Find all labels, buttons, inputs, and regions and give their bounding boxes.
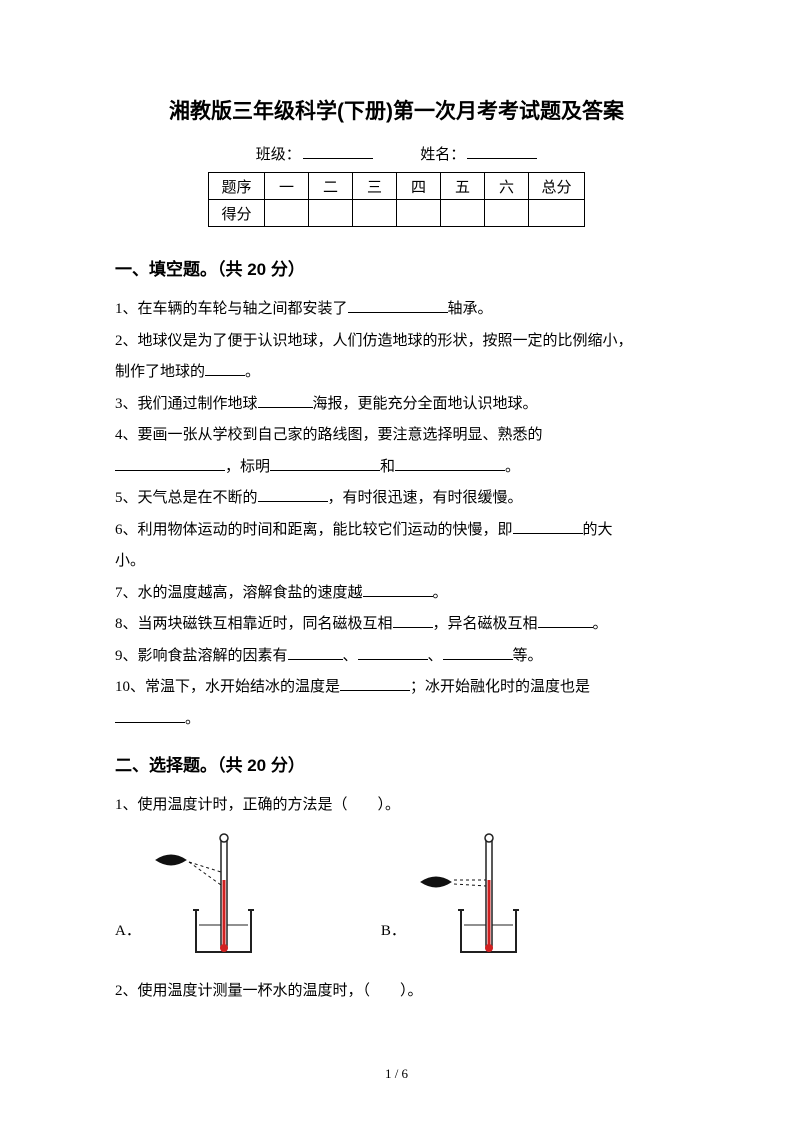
q9c: 、 — [428, 648, 443, 664]
q1b: 轴承。 — [448, 301, 493, 317]
s2q1: 1、使用温度计时，正确的方法是（ ）。 — [115, 790, 678, 822]
table-row: 得分 — [209, 200, 585, 227]
th-2: 二 — [309, 173, 353, 200]
blank — [513, 533, 583, 534]
q1a: 1、在车辆的车轮与轴之间都安装了 — [115, 301, 348, 317]
q4d: 。 — [505, 459, 520, 475]
q4-l2: ，标明 和 。 — [115, 452, 678, 484]
blank — [115, 470, 225, 471]
q3b: 海报，更能充分全面地认识地球。 — [313, 396, 538, 412]
blank — [363, 596, 433, 597]
class-blank — [303, 158, 373, 159]
q9a: 9、影响食盐溶解的因素有 — [115, 648, 288, 664]
q2-l2: 制作了地球的 。 — [115, 357, 678, 389]
q10b: ；冰开始融化时的温度也是 — [410, 679, 590, 695]
td-4 — [397, 200, 441, 227]
blank — [288, 659, 343, 660]
td-total — [529, 200, 585, 227]
class-label: 班级： — [256, 147, 301, 163]
q2a: 2、地球仪是为了便于认识地球，人们仿造地球的形状，按照一定的比例缩小， — [115, 333, 633, 349]
section1-head: 一、填空题。（共 20 分） — [115, 255, 678, 280]
options-row: A． B． — [115, 830, 678, 960]
td-5 — [441, 200, 485, 227]
blank — [358, 659, 428, 660]
th-5: 五 — [441, 173, 485, 200]
option-b: B． — [381, 830, 546, 960]
blank — [258, 501, 328, 502]
q2: 2、地球仪是为了便于认识地球，人们仿造地球的形状，按照一定的比例缩小， — [115, 326, 678, 358]
option-b-label: B． — [381, 919, 406, 960]
q8: 8、当两块磁铁互相靠近时，同名磁极互相 ，异名磁极互相 。 — [115, 609, 678, 641]
q5b: ，有时很迅速，有时很缓慢。 — [328, 490, 523, 506]
q6a: 6、利用物体运动的时间和距离，能比较它们运动的快慢，即 — [115, 522, 513, 538]
q8c: 。 — [593, 616, 608, 632]
thermometer-diagram-b — [416, 830, 546, 960]
section2-head: 二、选择题。（共 20 分） — [115, 751, 678, 776]
q8b: ，异名磁极互相 — [433, 616, 538, 632]
name-label: 姓名： — [420, 147, 465, 163]
q7: 7、水的温度越高，溶解食盐的速度越 。 — [115, 578, 678, 610]
page-title: 湘教版三年级科学(下册)第一次月考考试题及答案 — [115, 95, 678, 125]
q6-l2: 小。 — [115, 546, 678, 578]
q6c: 小。 — [115, 553, 145, 569]
q9b: 、 — [343, 648, 358, 664]
blank — [395, 470, 505, 471]
blank — [393, 627, 433, 628]
page-number: 1 / 6 — [0, 1066, 793, 1082]
q7a: 7、水的温度越高，溶解食盐的速度越 — [115, 585, 363, 601]
th-4: 四 — [397, 173, 441, 200]
blank — [270, 470, 380, 471]
q2b: 制作了地球的 — [115, 364, 205, 380]
th-seq: 题序 — [209, 173, 265, 200]
th-6: 六 — [485, 173, 529, 200]
name-blank — [467, 158, 537, 159]
q4b: ，标明 — [225, 459, 270, 475]
blank — [115, 722, 185, 723]
s2q2: 2、使用温度计测量一杯水的温度时，（ ）。 — [115, 976, 678, 1008]
q6b: 的大 — [583, 522, 613, 538]
blank — [348, 312, 448, 313]
td-3 — [353, 200, 397, 227]
q9d: 等。 — [513, 648, 543, 664]
q3a: 3、我们通过制作地球 — [115, 396, 258, 412]
blank — [538, 627, 593, 628]
blank — [258, 407, 313, 408]
q10c: 。 — [185, 711, 200, 727]
blank — [443, 659, 513, 660]
score-table: 题序 一 二 三 四 五 六 总分 得分 — [208, 172, 585, 227]
td-score: 得分 — [209, 200, 265, 227]
td-1 — [265, 200, 309, 227]
thermometer-diagram-a — [151, 830, 281, 960]
blank — [205, 375, 245, 376]
q10a: 10、常温下，水开始结冰的温度是 — [115, 679, 340, 695]
th-total: 总分 — [529, 173, 585, 200]
q3: 3、我们通过制作地球 海报，更能充分全面地认识地球。 — [115, 389, 678, 421]
q10-l2: 。 — [115, 704, 678, 736]
td-6 — [485, 200, 529, 227]
th-1: 一 — [265, 173, 309, 200]
table-row: 题序 一 二 三 四 五 六 总分 — [209, 173, 585, 200]
q8a: 8、当两块磁铁互相靠近时，同名磁极互相 — [115, 616, 393, 632]
q2c: 。 — [245, 364, 260, 380]
q5a: 5、天气总是在不断的 — [115, 490, 258, 506]
q5: 5、天气总是在不断的 ，有时很迅速，有时很缓慢。 — [115, 483, 678, 515]
q6: 6、利用物体运动的时间和距离，能比较它们运动的快慢，即 的大 — [115, 515, 678, 547]
blank — [340, 690, 410, 691]
option-a-label: A． — [115, 919, 141, 960]
info-row: 班级： 姓名： — [115, 143, 678, 164]
q10: 10、常温下，水开始结冰的温度是 ；冰开始融化时的温度也是 — [115, 672, 678, 704]
td-2 — [309, 200, 353, 227]
q4a: 4、要画一张从学校到自己家的路线图，要注意选择明显、熟悉的 — [115, 427, 543, 443]
q4: 4、要画一张从学校到自己家的路线图，要注意选择明显、熟悉的 — [115, 420, 678, 452]
th-3: 三 — [353, 173, 397, 200]
q1: 1、在车辆的车轮与轴之间都安装了 轴承。 — [115, 294, 678, 326]
q7b: 。 — [433, 585, 448, 601]
q9: 9、影响食盐溶解的因素有 、 、 等。 — [115, 641, 678, 673]
option-a: A． — [115, 830, 281, 960]
q4c: 和 — [380, 459, 395, 475]
